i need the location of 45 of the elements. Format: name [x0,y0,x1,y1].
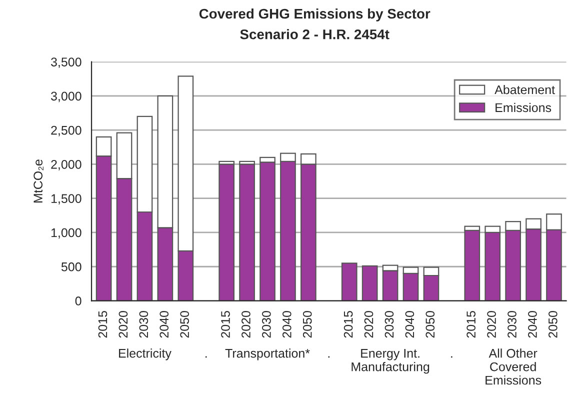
text: Transportation* [225,348,310,360]
x-tick-label: 2030 [139,310,148,338]
legend-label: Abatement [494,85,555,94]
x-tick-label: 2040 [160,310,169,338]
y-axis-title: MtCO₂e [34,160,44,202]
x-tick-label: 2020 [487,310,496,338]
x-tick-label: 2030 [384,310,394,338]
y-tick-label: 1,000 [51,228,82,239]
bar [341,262,358,301]
x-tick-label: 2050 [302,310,312,338]
x-tick-label: 2015 [344,311,353,338]
chart-title: Covered GHG Emissions by Sector [199,8,430,22]
y-tick-label: 3,500 [50,58,82,68]
x-tick-label: 2040 [528,310,537,338]
y-tick-label: 2,500 [51,126,82,136]
text: All Other Covered Emissions [486,348,542,385]
text: . [206,356,207,358]
text: . [328,356,330,358]
x-tick-label: 2020 [242,310,250,338]
x-tick-label: 2050 [180,310,190,338]
bar [239,164,255,301]
text: . [451,356,452,358]
x-tick-label: 2015 [466,311,476,338]
x-tick-label: 2050 [548,310,558,338]
text: Energy Int. Manufacturing [352,349,430,374]
chart-subtitle: Scenario 2 - H.R. 2454t [240,29,390,40]
y-tick-label: 0 [75,296,82,306]
x-tick-label: 2040 [405,310,414,338]
x-tick-label: 2050 [426,310,435,338]
x-tick-label: 2015 [221,311,230,338]
y-tick-label: 2,000 [51,160,82,170]
x-tick-label: 2020 [118,310,128,338]
x-tick-label: 2015 [98,311,108,338]
legend-label: Emissions [496,102,552,112]
text: Electricity [119,348,172,360]
bar [218,164,235,301]
y-tick-label: 1,500 [51,194,82,204]
x-tick-label: 2020 [364,310,374,338]
y-tick-label: 3,000 [50,92,82,102]
bar [464,230,480,301]
x-tick-label: 2030 [508,310,516,338]
y-tick-label: 500 [61,262,82,272]
x-tick-label: 2040 [282,310,292,338]
bar [362,265,378,301]
x-tick-label: 2030 [262,310,271,338]
